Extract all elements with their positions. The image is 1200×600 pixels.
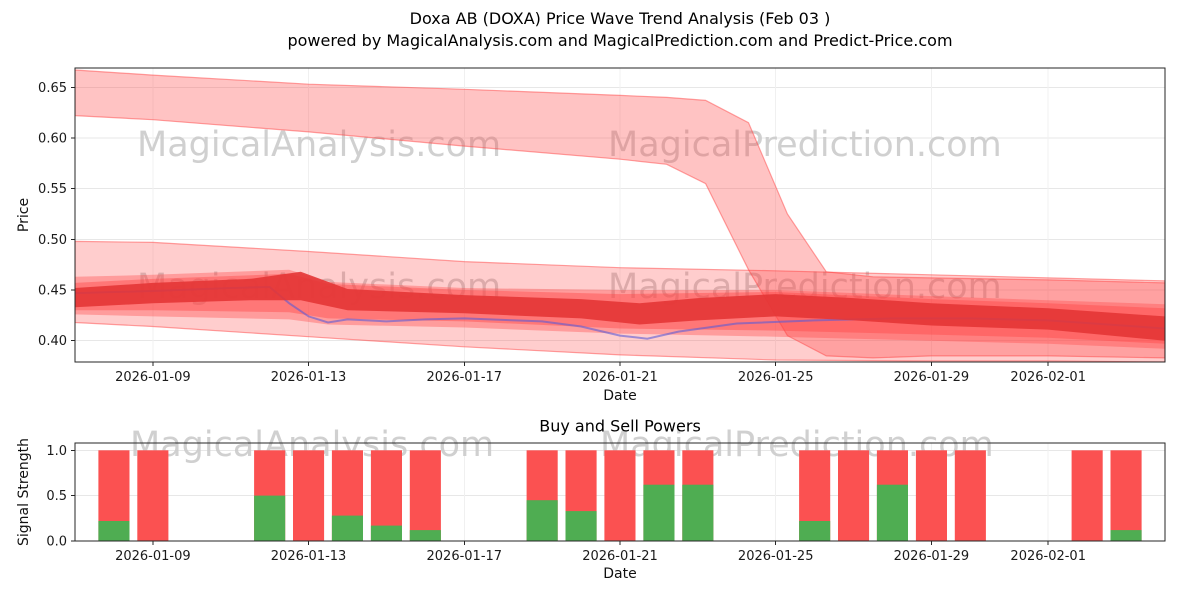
axes: 0.40 0.45 0.50 0.55 0.60 0.65 2026-01-09 2026-0… [38, 67, 1166, 385]
y-tick-label: 0.0 [46, 535, 67, 550]
x-tick-label: 2026-01-13 [271, 370, 347, 385]
title-block: Doxa AB (DOXA) Price Wave Trend Analysis… [75, 8, 1165, 52]
x-tick-label: 2026-01-13 [271, 549, 347, 564]
forecast-upper-band [75, 69, 1165, 359]
buy-power-bar [876, 484, 908, 541]
figure-title: Doxa AB (DOXA) Price Wave Trend Analysis… [409, 9, 831, 28]
y-tick-label: 0.55 [38, 182, 67, 197]
buy-power-bar [565, 511, 597, 541]
sell-power-bar [838, 450, 870, 541]
buy-power-bar [526, 500, 558, 541]
buy-power-bar [799, 521, 831, 541]
buy-power-bar [682, 484, 714, 541]
power-bars [98, 450, 1142, 541]
date-axis-label-bottom: Date [603, 566, 637, 582]
x-tick-label: 2026-01-09 [115, 370, 191, 385]
forecast-bands [75, 69, 1165, 362]
x-tick-label: 2026-02-01 [1010, 370, 1086, 385]
signal-strength-axis-label: Signal Strength [16, 437, 32, 547]
sell-power-bar [1110, 450, 1142, 541]
price-axis-label: Price [16, 197, 32, 233]
buy-power-bar [1110, 530, 1142, 541]
sell-power-bar [604, 450, 636, 541]
buy-power-bar [331, 515, 363, 541]
buy-power-bar [254, 495, 286, 541]
x-tick-label: 2026-01-25 [738, 370, 814, 385]
x-tick-label: 2026-01-09 [115, 549, 191, 564]
y-tick-label: 0.45 [38, 284, 67, 299]
x-tick-label: 2026-01-21 [582, 370, 658, 385]
buy-power-bar [643, 484, 675, 541]
buy-power-bar [370, 525, 402, 541]
buy-power-bar [98, 521, 130, 541]
sell-power-bar [954, 450, 986, 541]
buy-power-bar [409, 530, 441, 541]
watermark-text: MagicalAnalysis.com [137, 125, 501, 165]
forecast-outer-band [75, 240, 1165, 362]
y-tick-label: 0.5 [46, 489, 67, 504]
sell-power-bar [1071, 450, 1103, 541]
x-tick-label: 2026-01-17 [427, 549, 503, 564]
sell-power-bar [915, 450, 947, 541]
date-axis-label-top: Date [603, 388, 637, 404]
sell-power-bar [293, 450, 325, 541]
sell-power-bar [409, 450, 441, 541]
watermark-text: MagicalPrediction.com [608, 125, 1002, 165]
axes: 0.0 0.5 1.0 2026-01-09 2026-01-13 2026-01-17 2… [46, 442, 1166, 564]
y-tick-label: 0.40 [38, 334, 67, 349]
x-tick-label: 2026-01-21 [582, 549, 658, 564]
buy-sell-powers-title: Buy and Sell Powers [539, 416, 701, 436]
y-tick-label: 1.0 [46, 444, 67, 459]
sell-power-bar [137, 450, 169, 541]
x-tick-label: 2026-01-25 [738, 549, 814, 564]
forecast-core-band [75, 271, 1165, 341]
y-tick-label: 0.50 [38, 233, 67, 248]
x-tick-label: 2026-02-01 [1010, 549, 1086, 564]
figure-subtitle: powered by MagicalAnalysis.com and Magic… [287, 31, 953, 50]
x-tick-label: 2026-01-29 [894, 549, 970, 564]
x-tick-label: 2026-01-17 [427, 370, 503, 385]
y-tick-label: 0.60 [38, 131, 67, 146]
y-tick-label: 0.65 [38, 81, 67, 96]
x-tick-label: 2026-01-29 [894, 370, 970, 385]
